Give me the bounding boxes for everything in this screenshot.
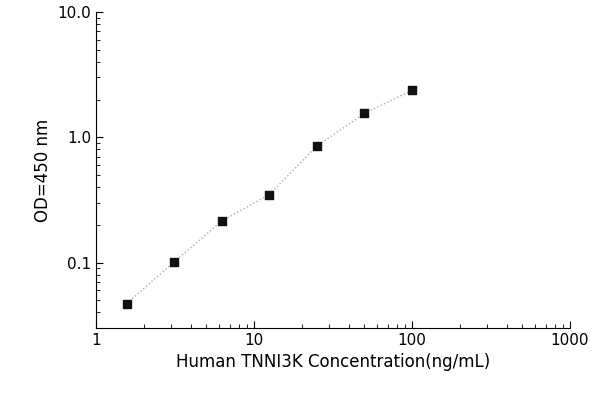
Point	[265, 191, 274, 198]
Point	[217, 218, 227, 224]
X-axis label: Human TNNI3K Concentration(ng/mL): Human TNNI3K Concentration(ng/mL)	[176, 354, 490, 372]
Y-axis label: OD=450 nm: OD=450 nm	[34, 118, 52, 222]
Point	[359, 110, 369, 117]
Point	[312, 143, 322, 149]
Point	[122, 300, 131, 307]
Point	[169, 259, 179, 265]
Point	[407, 87, 417, 94]
